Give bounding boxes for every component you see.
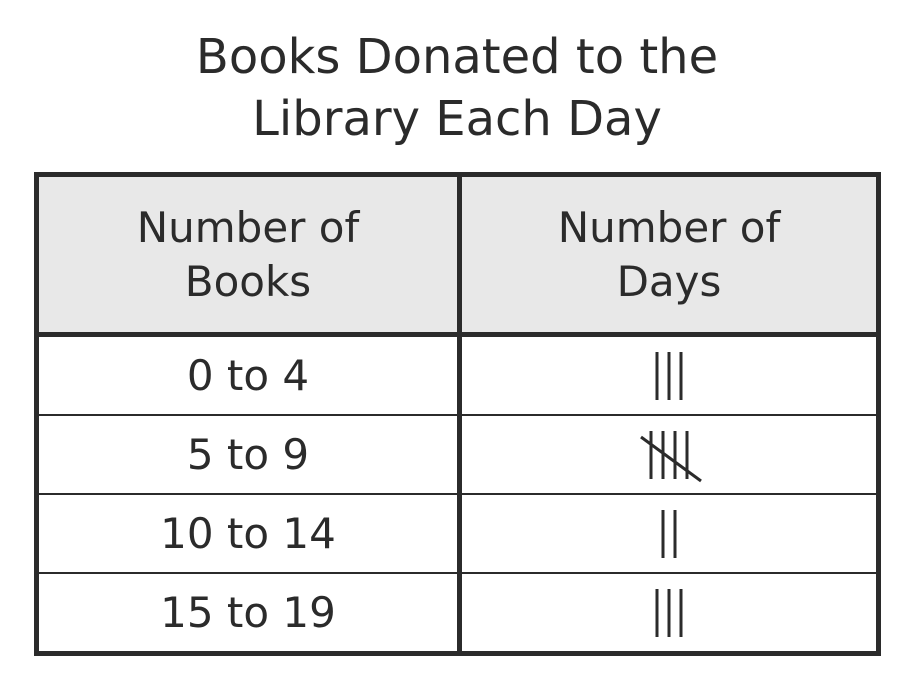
table-row: 10 to 14 <box>36 493 879 573</box>
table-row: 15 to 19 <box>36 572 879 654</box>
books-range-cell: 15 to 19 <box>36 572 462 654</box>
books-range-cell: 0 to 4 <box>36 334 462 415</box>
tally-cell <box>459 493 879 573</box>
tally-marks <box>640 430 702 482</box>
tally-table: Number of Books Number of Days 0 to 4 5 … <box>34 172 881 656</box>
table-title: Books Donated to the Library Each Day <box>0 26 914 150</box>
title-line-1: Books Donated to the <box>195 29 719 85</box>
tally-cell <box>459 572 879 654</box>
header-books-line-1: Number of <box>136 202 360 252</box>
tally-marks <box>655 588 683 637</box>
table-row: 0 to 4 <box>36 334 879 416</box>
header-number-of-books: Number of Books <box>36 174 462 337</box>
header-days-line-1: Number of <box>557 202 781 252</box>
tally-marks <box>655 351 683 400</box>
header-days-line-2: Days <box>616 256 722 306</box>
header-books-line-2: Books <box>184 256 312 306</box>
tally-cell <box>459 414 879 494</box>
tally-cell <box>460 335 879 416</box>
header-number-of-days: Number of Days <box>459 174 879 337</box>
title-line-2: Library Each Day <box>252 91 662 147</box>
header-row: Number of Books Number of Days <box>36 174 879 337</box>
books-range-cell: 5 to 9 <box>36 414 462 494</box>
table-row: 5 to 9 <box>36 414 879 494</box>
tally-marks <box>661 509 677 558</box>
books-range-cell: 10 to 14 <box>36 493 462 573</box>
tally-cross-stroke <box>640 435 702 482</box>
